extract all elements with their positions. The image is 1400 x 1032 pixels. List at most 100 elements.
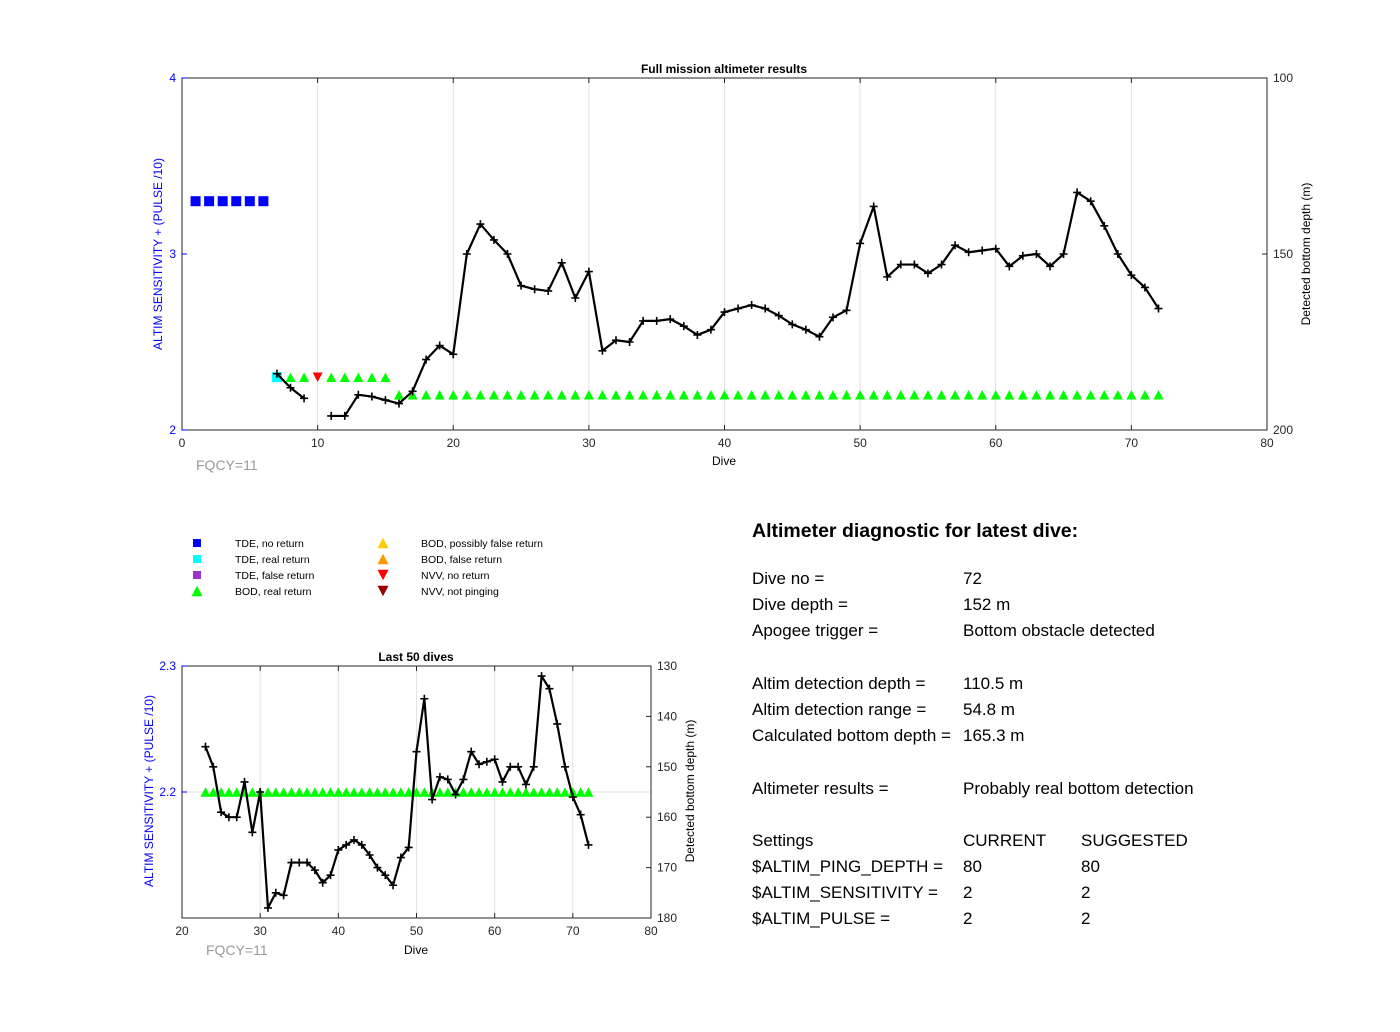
altimeter-marker: [868, 390, 879, 400]
bottom-depth-point: [883, 272, 892, 281]
bottom-depth-point: [801, 325, 810, 334]
altimeter-marker: [520, 787, 531, 797]
bottom-depth-point: [354, 390, 363, 399]
altimeter-marker: [204, 196, 215, 207]
altimeter-marker: [403, 787, 414, 797]
main-chart-title: Full mission altimeter results: [641, 62, 807, 76]
legend-item: NVV, no return: [377, 569, 490, 582]
altimeter-marker: [190, 196, 201, 207]
bottom-depth-point: [459, 775, 468, 784]
settings-header-current: CURRENT: [963, 830, 1047, 850]
bottom-depth-point: [788, 320, 797, 329]
bottom-depth-point: [272, 369, 281, 378]
x-tick-label: 60: [989, 436, 1003, 450]
altimeter-marker: [326, 372, 337, 382]
bottom-depth-point: [318, 878, 327, 887]
bottom-depth-point: [303, 858, 312, 867]
altimeter-marker: [341, 787, 352, 797]
y2-tick-label: 170: [657, 861, 677, 875]
bottom-depth-point: [1073, 188, 1082, 197]
altimeter-marker: [294, 787, 305, 797]
altim-detection-depth-row: Altim detection depth = 110.5 m: [752, 671, 1392, 697]
bottom-depth-point: [217, 808, 226, 817]
bottom-depth-point: [774, 311, 783, 320]
bottom-depth-point: [666, 315, 675, 324]
bottom-depth-point: [422, 355, 431, 364]
square-marker-icon: [193, 571, 201, 579]
y-tick-label: 2: [169, 423, 176, 437]
bottom-depth-point: [612, 336, 620, 345]
bottom-depth-point: [1127, 271, 1136, 280]
triangle-up-icon: [191, 585, 203, 597]
altimeter-results-row: Altimeter results = Probably real bottom …: [752, 776, 1392, 802]
altimeter-marker: [461, 390, 472, 400]
triangle-up-icon: [377, 537, 389, 549]
altimeter-marker: [990, 390, 1001, 400]
altim-detection-range-row: Altim detection range = 54.8 m: [752, 697, 1392, 723]
bottom-depth-point: [544, 286, 553, 295]
dive-depth-value: 152 m: [963, 595, 1011, 615]
altimeter-marker: [638, 390, 649, 400]
bottom-depth-point: [734, 304, 743, 313]
bottom-depth-point: [435, 772, 444, 781]
triangle-down-icon: [377, 585, 389, 597]
altimeter-marker: [814, 390, 825, 400]
altimeter-marker: [855, 390, 866, 400]
bottom-depth-point: [584, 840, 593, 849]
bottom-depth-point: [561, 762, 570, 771]
square-marker-icon: [193, 555, 201, 563]
bottom-depth-point: [1059, 250, 1068, 258]
bottom-depth-point: [1100, 221, 1109, 230]
calculated-bottom-depth-row: Calculated bottom depth = 165.3 m: [752, 723, 1392, 749]
altimeter-marker: [366, 372, 377, 382]
main-chart-xlabel: Dive: [712, 454, 736, 468]
altimeter-marker: [719, 390, 730, 400]
altim-detection-range-label: Altim detection range =: [752, 699, 927, 719]
bottom-depth-point: [482, 757, 491, 766]
altimeter-marker: [286, 787, 297, 797]
bottom-depth-point: [991, 244, 1000, 253]
bottom-depth-point: [679, 322, 688, 331]
setting-row: $ALTIM_PING_DEPTH = 80 80: [752, 854, 1392, 880]
x-tick-label: 0: [179, 436, 186, 450]
legend: TDE, no return TDE, real return TDE, false…: [191, 537, 543, 598]
x-tick-label: 50: [410, 924, 424, 938]
sub-chart-xlabel: Dive: [404, 943, 428, 957]
altimeter-marker: [950, 390, 961, 400]
main-chart-annotation: FQCY=11: [196, 457, 258, 473]
diagnostic-panel: Altimeter diagnostic for latest dive: Di…: [752, 520, 1392, 933]
altimeter-marker: [1072, 390, 1083, 400]
altimeter-marker: [317, 787, 328, 797]
bottom-depth-point: [1005, 262, 1014, 271]
altimeter-marker: [231, 196, 242, 207]
altimeter-marker: [231, 787, 242, 797]
altimeter-marker: [1139, 390, 1150, 400]
bottom-depth-point: [584, 267, 593, 276]
altimeter-marker: [651, 390, 662, 400]
altimeter-marker: [200, 787, 211, 797]
bottom-depth-point: [529, 762, 538, 771]
altimeter-marker: [611, 390, 621, 400]
altimeter-marker: [388, 787, 399, 797]
altimeter-marker: [922, 390, 933, 400]
apogee-trigger-row: Apogee trigger = Bottom obstacle detected: [752, 618, 1392, 644]
altimeter-marker: [394, 390, 404, 400]
bottom-depth-point: [395, 399, 403, 408]
altimeter-marker: [481, 787, 492, 797]
altimeter-marker: [1045, 390, 1055, 400]
bottom-depth-point: [514, 762, 523, 771]
altimeter-marker: [624, 390, 635, 400]
altimeter-marker: [380, 787, 391, 797]
altimeter-marker: [258, 196, 269, 207]
altimeter-marker: [1153, 390, 1164, 400]
bottom-depth-point: [248, 828, 257, 837]
bottom-depth-point: [271, 888, 280, 897]
bottom-depth-point: [489, 235, 498, 244]
altimeter-marker: [434, 390, 445, 400]
dive-no-label: Dive no =: [752, 569, 825, 588]
bottom-depth-point: [1046, 262, 1054, 271]
bottom-depth-point: [412, 747, 421, 756]
bottom-depth-point: [1086, 197, 1095, 206]
bottom-depth-point: [435, 341, 444, 350]
